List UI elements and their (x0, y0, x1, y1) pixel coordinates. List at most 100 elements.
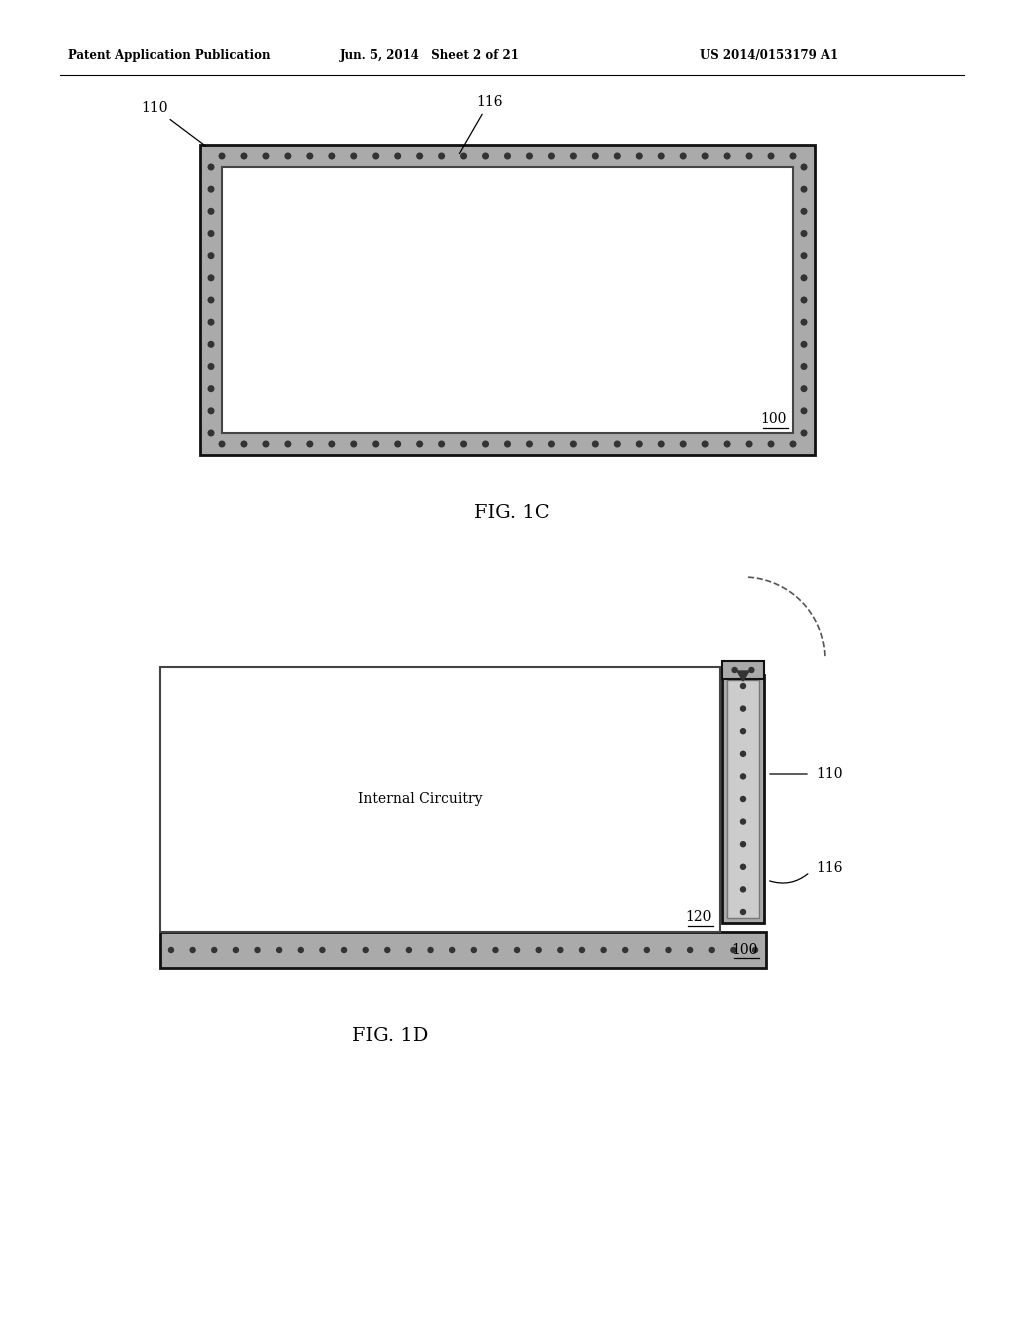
Circle shape (373, 153, 379, 158)
Circle shape (461, 441, 466, 446)
Circle shape (385, 948, 390, 953)
Circle shape (208, 297, 214, 302)
Circle shape (801, 231, 807, 236)
Bar (222, 168, 793, 433)
Circle shape (428, 948, 433, 953)
Circle shape (680, 441, 686, 446)
Circle shape (439, 441, 444, 446)
Circle shape (644, 948, 649, 953)
Text: 120: 120 (686, 909, 712, 924)
Text: Internal Circuitry: Internal Circuitry (357, 792, 482, 807)
Circle shape (208, 253, 214, 259)
Circle shape (724, 153, 730, 158)
Circle shape (680, 153, 686, 158)
Circle shape (208, 186, 214, 191)
Circle shape (658, 153, 664, 158)
Circle shape (285, 441, 291, 446)
Circle shape (537, 948, 542, 953)
Circle shape (208, 209, 214, 214)
Circle shape (450, 948, 455, 953)
Circle shape (329, 441, 335, 446)
Circle shape (208, 342, 214, 347)
Circle shape (505, 441, 510, 446)
Circle shape (212, 948, 217, 953)
Circle shape (768, 153, 774, 158)
Polygon shape (737, 671, 749, 681)
Circle shape (395, 441, 400, 446)
Circle shape (768, 441, 774, 446)
Text: Jun. 5, 2014   Sheet 2 of 21: Jun. 5, 2014 Sheet 2 of 21 (340, 49, 520, 62)
Circle shape (702, 441, 708, 446)
Circle shape (740, 706, 745, 711)
Circle shape (493, 948, 498, 953)
Circle shape (666, 948, 671, 953)
Circle shape (549, 153, 554, 158)
Circle shape (549, 441, 554, 446)
Text: 100: 100 (761, 412, 787, 426)
Circle shape (702, 153, 708, 158)
Circle shape (505, 153, 510, 158)
Circle shape (219, 441, 225, 446)
Circle shape (242, 441, 247, 446)
Circle shape (801, 275, 807, 281)
Circle shape (749, 668, 754, 672)
Circle shape (614, 441, 621, 446)
Text: 116: 116 (460, 95, 503, 153)
Text: 116: 116 (816, 861, 843, 875)
Circle shape (471, 948, 476, 953)
Circle shape (593, 441, 598, 446)
Circle shape (801, 385, 807, 392)
Circle shape (637, 441, 642, 446)
Circle shape (740, 729, 745, 734)
Circle shape (801, 408, 807, 413)
Text: FIG. 1C: FIG. 1C (474, 504, 550, 521)
Circle shape (593, 153, 598, 158)
Circle shape (307, 153, 312, 158)
Circle shape (319, 948, 325, 953)
Circle shape (351, 441, 356, 446)
Circle shape (801, 253, 807, 259)
Circle shape (746, 153, 752, 158)
Circle shape (801, 430, 807, 436)
Circle shape (740, 865, 745, 870)
Circle shape (526, 441, 532, 446)
Circle shape (731, 948, 736, 953)
Circle shape (364, 948, 369, 953)
Text: FIG. 1D: FIG. 1D (352, 1027, 428, 1045)
Bar (727, 680, 759, 917)
Circle shape (801, 364, 807, 370)
Circle shape (329, 153, 335, 158)
Bar (722, 675, 764, 923)
Circle shape (461, 153, 466, 158)
Circle shape (570, 153, 577, 158)
Circle shape (801, 319, 807, 325)
Circle shape (208, 408, 214, 413)
Text: US 2014/0153179 A1: US 2014/0153179 A1 (700, 49, 838, 62)
Circle shape (746, 441, 752, 446)
Circle shape (482, 441, 488, 446)
Circle shape (169, 948, 173, 953)
Circle shape (515, 948, 519, 953)
Circle shape (276, 948, 282, 953)
Circle shape (208, 385, 214, 392)
Circle shape (732, 668, 737, 672)
Text: 100: 100 (731, 942, 758, 957)
Circle shape (791, 441, 796, 446)
Circle shape (351, 153, 356, 158)
Circle shape (263, 441, 268, 446)
Circle shape (740, 774, 745, 779)
Circle shape (417, 153, 423, 158)
Circle shape (242, 153, 247, 158)
Circle shape (740, 909, 745, 915)
Circle shape (208, 164, 214, 170)
Circle shape (219, 153, 225, 158)
Circle shape (342, 948, 346, 953)
Circle shape (637, 153, 642, 158)
Circle shape (439, 153, 444, 158)
Circle shape (740, 887, 745, 892)
Circle shape (208, 275, 214, 281)
Circle shape (687, 948, 692, 953)
Bar (722, 661, 764, 678)
Circle shape (285, 153, 291, 158)
Circle shape (801, 164, 807, 170)
